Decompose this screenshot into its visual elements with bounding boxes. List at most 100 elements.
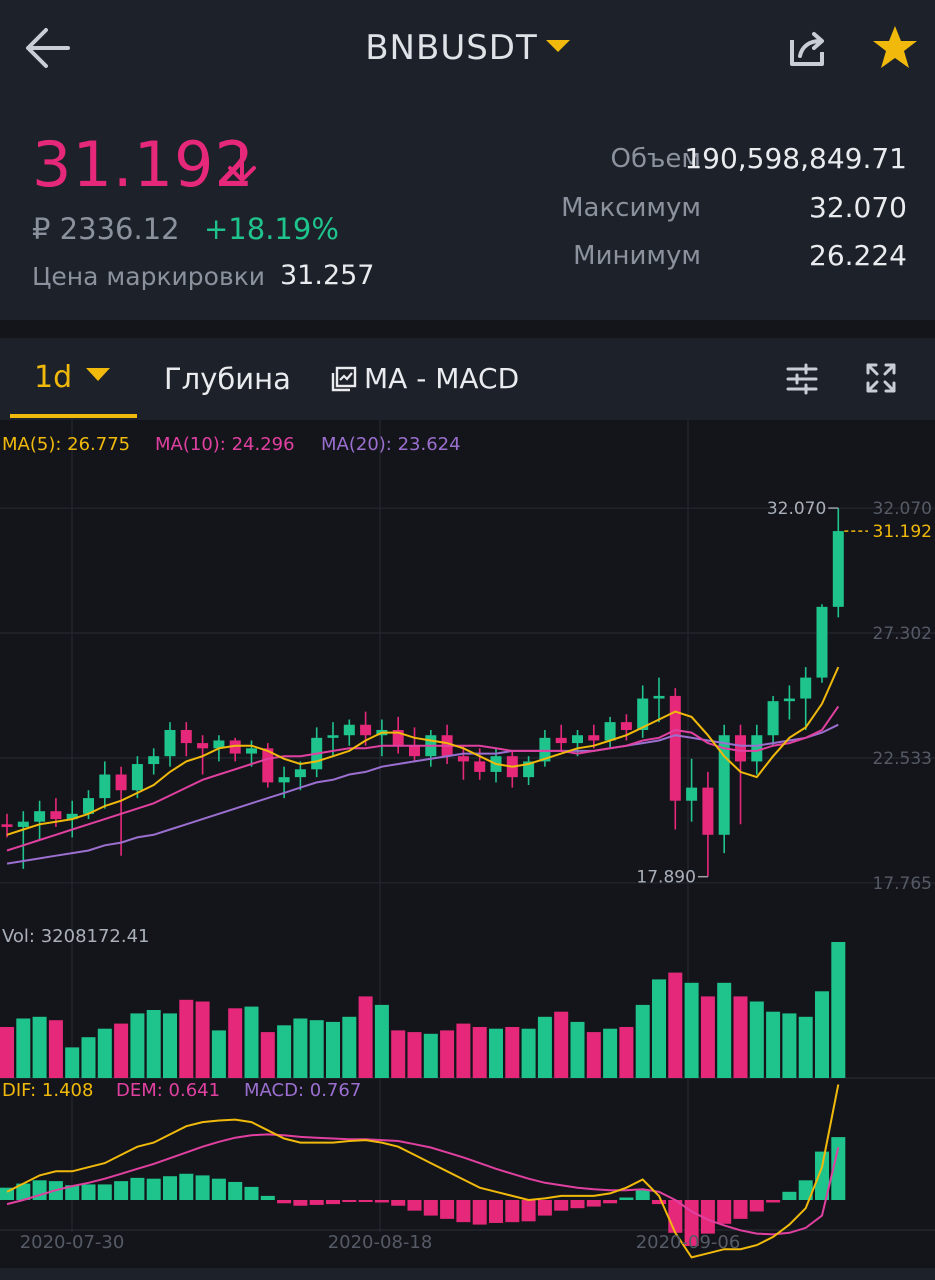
volume-bar	[195, 1001, 210, 1078]
candle-body	[229, 740, 241, 754]
down-arrow-icon	[228, 144, 256, 182]
volume-bar	[342, 1016, 357, 1078]
volume-bar	[358, 996, 373, 1078]
volume-bar	[179, 999, 194, 1078]
volume-bar	[586, 1032, 601, 1078]
y-tick-label: 17.765	[873, 874, 932, 894]
macd-bar	[97, 1184, 112, 1200]
volume-bar	[81, 1037, 96, 1078]
back-arrow-icon[interactable]	[22, 24, 74, 72]
candle-body	[718, 735, 730, 835]
macd-bar	[766, 1200, 781, 1203]
high-label: 32.070	[767, 499, 826, 519]
candle-body	[669, 695, 681, 801]
volume-value: 190,598,849.71	[684, 142, 907, 175]
macd-bar	[586, 1200, 601, 1207]
candle-body	[262, 748, 274, 783]
star-icon[interactable]	[870, 24, 920, 72]
macd-bar	[733, 1200, 748, 1219]
mark-price-label: Цена маркировки	[32, 262, 266, 291]
macd-bar	[195, 1175, 210, 1200]
fullscreen-icon[interactable]	[865, 362, 897, 394]
volume-bar	[489, 1028, 503, 1078]
candle-body	[213, 740, 225, 749]
candle-body	[572, 735, 583, 744]
candle-body	[83, 798, 94, 814]
macd-bar	[668, 1200, 683, 1233]
volume-bar	[537, 1016, 552, 1078]
tab-indicators[interactable]: MA - MACD	[364, 362, 520, 395]
candle-body	[50, 811, 62, 820]
volume-bar	[472, 1027, 487, 1078]
macd-bar	[65, 1185, 80, 1200]
macd-bar	[815, 1151, 829, 1200]
volume-bar	[554, 1011, 569, 1078]
low-value: 26.224	[809, 239, 907, 272]
volume-bar	[831, 942, 846, 1078]
high-label: Максимум	[561, 193, 701, 223]
volume-bar	[700, 996, 715, 1078]
volume-bar	[244, 1006, 259, 1078]
candle-body	[1, 824, 13, 827]
volume-bar	[619, 1027, 634, 1078]
low-label: Минимум	[573, 241, 701, 271]
dem-line	[6, 1133, 840, 1236]
kline-chart[interactable]: 32.070 27.302 22.533 17.765 MA(5): 26.775 MA(…	[0, 420, 935, 1268]
y-tick-label: 27.302	[873, 624, 932, 644]
candles-group	[1, 508, 844, 877]
volume-bar	[456, 1023, 471, 1078]
ma-legend-item: MA(10): 24.296	[155, 434, 295, 455]
candle-body	[34, 811, 46, 822]
volume-bar	[146, 1010, 161, 1078]
volume-bar	[326, 1021, 340, 1078]
volume-bar	[277, 1025, 292, 1078]
macd-bar	[652, 1200, 666, 1205]
volume-bar	[114, 1023, 129, 1078]
macd-bar	[260, 1195, 275, 1200]
settings-sliders-icon[interactable]	[785, 362, 819, 396]
mark-price-value: 31.257	[280, 260, 375, 291]
last-price-label: 31.192	[873, 522, 932, 542]
macd-bar	[244, 1186, 259, 1200]
macd-bar	[749, 1200, 764, 1212]
candle-body	[66, 813, 78, 820]
volume-legend: Vol: 3208172.41	[2, 926, 150, 947]
candle-body	[816, 606, 828, 678]
macd-bar	[521, 1200, 536, 1222]
candle-body	[115, 774, 127, 791]
volume-bar	[749, 1001, 764, 1078]
candle-body	[278, 777, 290, 783]
volume-label: Объем	[610, 144, 701, 174]
candle-body	[409, 745, 420, 757]
volume-bar	[391, 1030, 406, 1078]
macd-bar	[407, 1200, 422, 1211]
x-tick-label: 2020-09-06	[636, 1232, 741, 1253]
symbol-selector[interactable]: BNBUSDT	[0, 28, 935, 68]
volume-bar	[16, 1018, 31, 1078]
tab-interval[interactable]: 1d	[34, 360, 111, 395]
macd-bar	[309, 1200, 324, 1205]
volume-bar	[163, 1013, 177, 1078]
volume-bar	[717, 982, 732, 1078]
candle-body	[800, 677, 812, 699]
volume-bar	[570, 1021, 585, 1078]
ma-legend-item: MA(5): 26.775	[2, 434, 130, 455]
candle-body	[474, 761, 486, 772]
symbol-title: BNBUSDT	[365, 28, 538, 68]
macd-bar	[163, 1176, 177, 1200]
share-icon[interactable]	[786, 26, 830, 70]
macd-bar	[489, 1200, 503, 1223]
rub-price: ₽ 2336.12	[32, 212, 180, 246]
macd-bar	[81, 1184, 96, 1200]
change-percent: +18.19%	[204, 212, 339, 246]
candle-body	[686, 787, 698, 801]
macd-bar	[619, 1197, 634, 1200]
volume-bar	[32, 1016, 47, 1078]
dropdown-caret-icon	[86, 368, 111, 381]
chart-icon[interactable]	[331, 366, 357, 392]
volume-bar	[0, 1027, 14, 1078]
macd-bar	[146, 1178, 161, 1200]
tab-depth[interactable]: Глубина	[164, 362, 291, 396]
ma20-line	[6, 723, 839, 865]
candle-body	[343, 724, 355, 736]
